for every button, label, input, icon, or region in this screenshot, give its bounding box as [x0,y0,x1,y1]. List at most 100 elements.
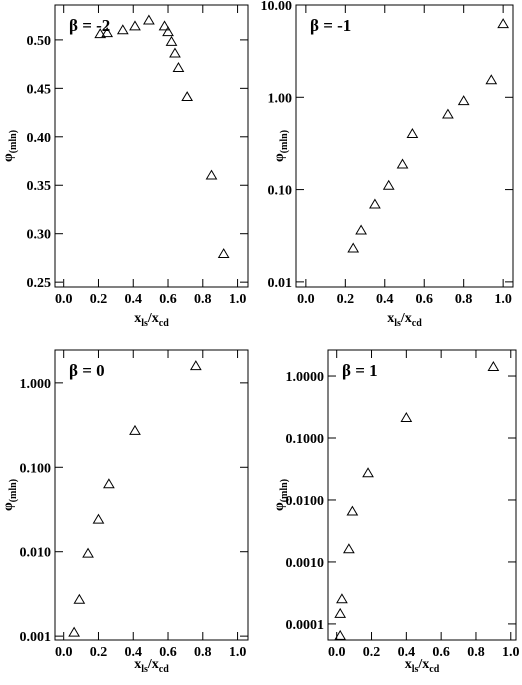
data-point [442,108,454,119]
x-tick-label: 0.2 [363,645,381,660]
y-axis-label: φ(mln) [1,479,19,511]
x-tick-label: 0.0 [328,645,346,660]
x-tick-label: 0.6 [159,645,177,660]
data-point [396,158,409,169]
x-axis-label-part: x [134,657,141,672]
y-axis-label-part: φ [1,153,16,162]
x-axis-label-part: /x [417,657,429,672]
panel: 0.0 0.2 0.4 0.6 0.8 1.0 0.25 0.30 0.35 0.40 0.45 0.… [1,4,249,329]
data-point [400,412,413,423]
plot-frame [295,4,514,288]
plot-frame [54,349,249,641]
x-tick-label: 0.6 [159,292,177,307]
y-tick-label: 0.45 [27,82,52,97]
data-point [158,20,171,31]
data-point [382,179,395,190]
y-tick-label: 0.50 [27,34,52,49]
y-axis-label-part: φ [272,153,287,162]
x-axis-label-part: cd [412,318,422,329]
data-point [205,169,218,180]
y-tick-label: 10.00 [261,0,293,14]
plot-frame [54,4,249,288]
y-tick-label: 0.10 [268,184,293,199]
x-axis-label: xls/xcd [405,657,440,675]
x-tick-label: 1.0 [494,292,512,307]
x-axis-label-part: x [405,657,412,672]
data-point [369,198,381,209]
x-tick-label: 0.0 [297,292,315,307]
x-tick-label: 0.8 [467,645,485,660]
x-axis-label-part: cd [429,664,439,675]
x-axis-label: xls/xcd [134,311,169,329]
data-point [68,626,81,637]
y-tick-label: 0.0001 [286,618,325,633]
x-axis-label-part: cd [159,318,169,329]
data-point [73,593,86,604]
y-tick-label: 0.25 [27,276,52,291]
panel: 0.0 0.2 0.4 0.6 0.8 1.0 0.0001 0.0010 0.0100 0.10… [272,349,520,675]
data-point [189,360,202,371]
data-point [343,543,355,554]
x-tick-label: 0.4 [398,645,416,660]
y-tick-label: 0.001 [20,630,52,645]
data-point [162,26,174,37]
x-tick-label: 0.0 [55,292,73,307]
y-axis-label-part: φ [272,502,287,511]
y-tick-label: 0.30 [27,228,52,243]
panel: 0.0 0.2 0.4 0.6 0.8 1.0 0.01 0.10 1.00 10.00 β = -… [261,0,514,329]
y-tick-label: 0.010 [20,546,52,561]
y-tick-label: 0.100 [20,461,52,476]
plot-frame [327,349,517,641]
annotation: β = -1 [310,16,351,35]
x-tick-label: 0.0 [55,645,73,660]
y-tick-label: 1.000 [20,377,52,392]
x-tick-label: 0.8 [194,645,212,660]
data-point [487,360,500,371]
x-axis-label-part: ls [394,318,401,329]
data-point [355,224,367,235]
data-point [347,242,360,253]
y-axis-label: φ(mln) [272,479,290,511]
x-tick-label: 0.6 [415,292,433,307]
data-point [94,28,107,39]
x-tick-label: 0.2 [90,645,108,660]
data-point [116,24,129,35]
y-axis-label-part: (mln) [8,130,19,153]
x-tick-label: 1.0 [229,292,247,307]
data-point [217,248,230,259]
x-axis-label-part: ls [412,664,419,675]
data-point [103,478,115,489]
y-axis-label-part: (mln) [279,479,290,502]
y-tick-label: 0.01 [268,276,293,291]
data-point [334,607,347,618]
y-tick-label: 0.1000 [286,432,325,447]
data-point [143,14,155,25]
x-tick-label: 0.4 [124,292,142,307]
data-point [457,95,470,106]
x-axis-label-part: ls [141,664,148,675]
x-axis-label: xls/xcd [387,311,422,329]
x-tick-label: 0.4 [124,645,142,660]
data-point [406,128,419,139]
annotation: β = 0 [69,361,105,380]
data-point [334,629,347,640]
x-tick-label: 0.4 [376,292,394,307]
annotation: β = 1 [342,361,378,380]
x-tick-label: 1.0 [502,645,520,660]
data-point [346,505,359,516]
data-point [362,467,374,478]
x-tick-label: 1.0 [229,645,247,660]
y-tick-label: 1.00 [268,91,293,106]
data-point [92,513,105,524]
x-tick-label: 0.2 [337,292,355,307]
x-tick-label: 0.8 [455,292,473,307]
y-axis-label-part: (mln) [279,130,290,153]
x-axis-label-part: /x [400,311,412,326]
y-axis-label: φ(mln) [272,130,290,162]
x-axis-label-part: /x [147,311,159,326]
x-tick-label: 0.8 [194,292,212,307]
x-axis-label-part: x [387,311,394,326]
data-point [172,62,185,72]
data-point [497,18,510,29]
